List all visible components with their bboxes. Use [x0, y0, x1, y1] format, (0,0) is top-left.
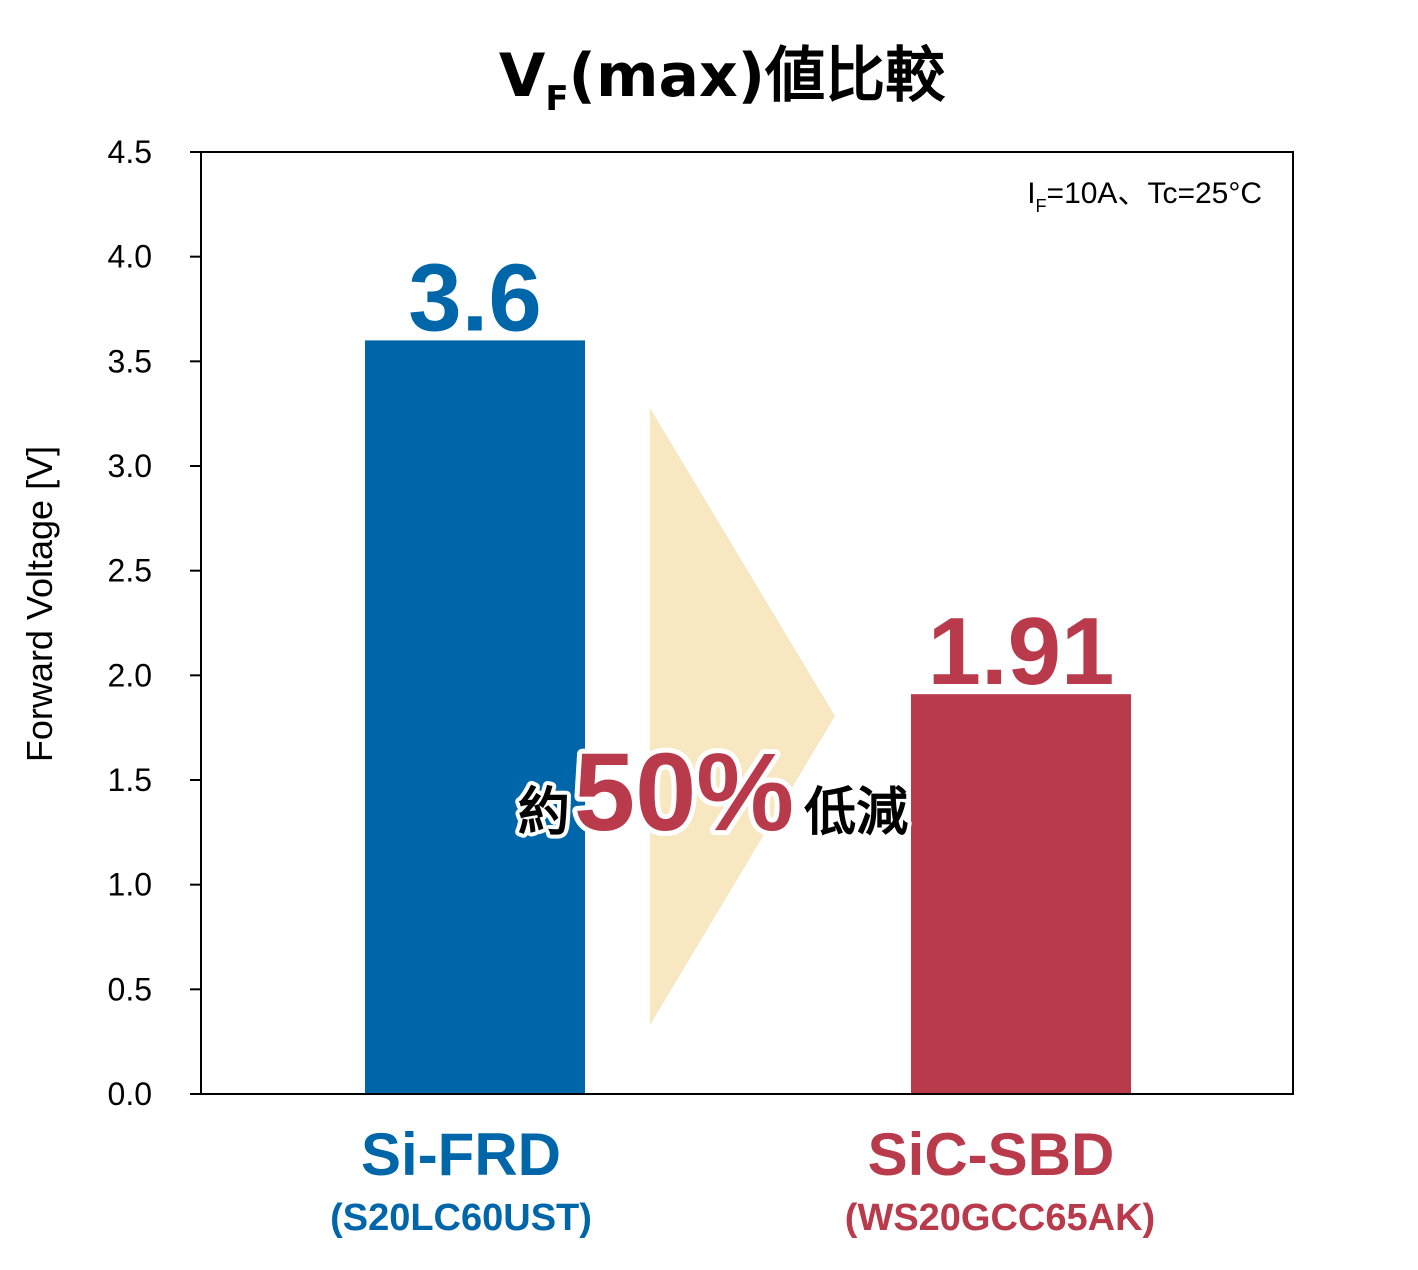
y-tick-label: 0.5: [108, 971, 152, 1007]
value-label: 1.91: [928, 598, 1115, 705]
value-labels: 3.6 1.91: [403, 239, 1119, 710]
plot-frame: [200, 151, 1294, 1095]
annotation-percent: 50%: [574, 731, 794, 854]
value-label: 3.6: [408, 244, 541, 351]
reduction-annotation: 約50% 低減: [518, 731, 908, 854]
reduction-arrow: [650, 408, 835, 1025]
condition-i-subscript: F: [1036, 196, 1047, 216]
y-tick-label: 3.0: [108, 448, 152, 484]
y-tick-label: 1.0: [108, 867, 152, 903]
y-tick-label: 4.5: [108, 134, 152, 170]
category-label: Si-FRD: [361, 1121, 561, 1188]
bar-si-frd: [365, 340, 585, 1094]
category-part-number: (WS20GCC65AK): [845, 1197, 1155, 1239]
y-tick-label: 2.5: [108, 553, 152, 589]
category-label: SiC-SBD: [868, 1121, 1115, 1188]
condition-rest: =10A、Tc=25°C: [1047, 177, 1262, 210]
chart-title-suffix: (max)値比較: [569, 41, 947, 111]
y-axis-label: Forward Voltage [V]: [19, 446, 60, 762]
annotation-suffix: 低減: [804, 783, 908, 843]
y-axis-ticks: 0.0 0.5 1.0 1.5 2.0 2.5 3.0 3.5 4.0 4.5: [108, 134, 201, 1112]
y-tick-label: 4.0: [108, 239, 152, 275]
y-tick-label: 3.5: [108, 343, 152, 379]
chart-title-prefix: V: [499, 41, 546, 111]
test-condition: IF=10A、Tc=25°C: [1027, 177, 1262, 216]
category-part-number: (S20LC60UST): [330, 1197, 592, 1239]
y-tick-label: 2.0: [108, 657, 152, 693]
chart-title: VF(max)値比較: [499, 41, 946, 119]
y-tick-label: 1.5: [108, 762, 152, 798]
category-labels: Si-FRD (S20LC60UST) SiC-SBD (WS20GCC65AK): [330, 1121, 1155, 1239]
annotation-prefix: 約: [518, 783, 570, 843]
bar-sic-sbd: [911, 694, 1131, 1094]
condition-i: I: [1027, 177, 1035, 210]
bars: [365, 340, 1131, 1094]
y-tick-label: 0.0: [108, 1076, 152, 1112]
chart-title-subscript: F: [545, 79, 568, 119]
